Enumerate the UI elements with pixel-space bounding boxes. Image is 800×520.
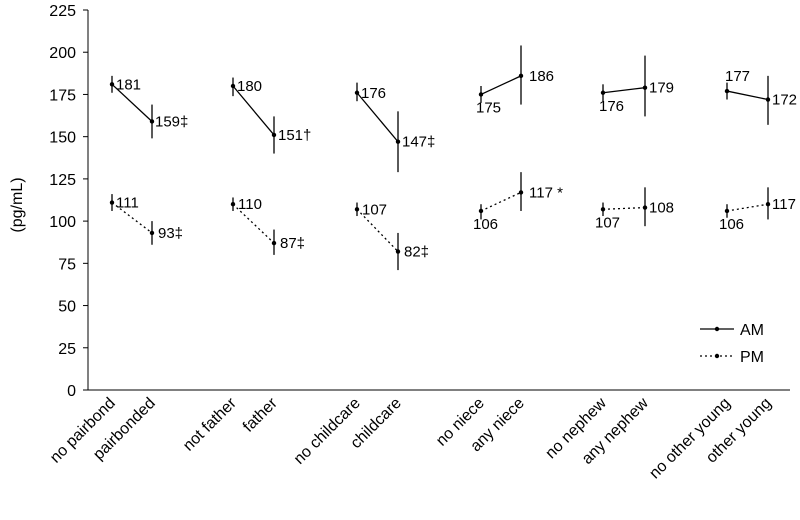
data-point xyxy=(642,205,648,210)
data-point xyxy=(149,119,155,124)
data-label: 159‡ xyxy=(155,113,188,130)
data-label: 82‡ xyxy=(404,244,429,261)
legend-entry: PM xyxy=(740,349,764,366)
series-line-segment xyxy=(480,75,522,96)
legend-marker xyxy=(714,326,720,332)
data-point xyxy=(765,97,771,102)
y-tick-label: 225 xyxy=(49,3,76,20)
series-line-segment xyxy=(111,83,153,122)
series-line-segment xyxy=(726,203,769,212)
data-label: 176 xyxy=(599,98,624,115)
series-line-segment xyxy=(111,202,153,234)
data-point xyxy=(478,92,484,97)
data-label: 180 xyxy=(237,78,262,95)
data-label: 106 xyxy=(719,216,744,233)
data-point xyxy=(230,83,236,89)
data-point xyxy=(518,73,524,79)
series-line-segment xyxy=(480,191,522,212)
y-tick-label: 150 xyxy=(49,130,76,147)
data-label: 147‡ xyxy=(402,134,435,151)
data-label: 179 xyxy=(649,80,674,97)
data-label: 181 xyxy=(116,76,141,93)
data-label: 107 xyxy=(595,214,620,231)
legend: AM PM xyxy=(700,322,764,366)
series-am: 181 159‡ 180 151† 176 147‡ 175 186 176 179 177 172 xyxy=(109,45,797,173)
data-point xyxy=(109,82,115,87)
data-label: 87‡ xyxy=(280,235,305,252)
data-label: 108 xyxy=(649,200,674,217)
data-label: 107 xyxy=(362,201,387,218)
data-label: 186 xyxy=(529,68,554,85)
series-line-segment xyxy=(356,92,399,143)
data-point xyxy=(271,240,277,246)
plot-area: 181159‡180151†176147‡1751861761791771721… xyxy=(109,45,797,271)
y-tick-label: 200 xyxy=(49,45,76,62)
data-point xyxy=(600,90,606,95)
data-point xyxy=(395,139,401,144)
y-tick-label: 25 xyxy=(58,341,76,358)
data-label: 172 xyxy=(772,92,797,109)
x-category-label: no childcare xyxy=(291,395,364,468)
data-point xyxy=(724,208,730,214)
data-point xyxy=(518,190,524,195)
data-label: 117 xyxy=(772,196,796,213)
legend-marker xyxy=(714,353,720,359)
data-label: 111 xyxy=(116,195,139,212)
legend-entry: AM xyxy=(740,322,764,339)
data-point xyxy=(642,85,648,90)
data-label: 106 xyxy=(473,216,498,233)
data-label: 93‡ xyxy=(158,225,183,242)
data-point xyxy=(230,202,236,207)
data-point xyxy=(109,200,115,205)
y-tick-label: 100 xyxy=(49,214,76,231)
data-point xyxy=(354,207,360,212)
series-line-segment xyxy=(726,90,769,101)
y-tick-label: 0 xyxy=(67,383,76,400)
data-label: 110 xyxy=(238,196,262,213)
data-point xyxy=(765,202,771,207)
data-point xyxy=(271,132,277,138)
data-label: 117 * xyxy=(529,184,563,201)
series-line-segment xyxy=(602,87,646,94)
y-tick-label: 125 xyxy=(49,172,76,189)
data-point xyxy=(724,88,730,94)
data-label: 177 xyxy=(725,68,750,85)
y-tick-label: 50 xyxy=(58,299,76,316)
series-line-segment xyxy=(602,206,646,210)
data-point xyxy=(600,207,606,212)
series-pm: 111 93‡ 110 87‡ 107 82‡ 106 117 * 107 108 106 117 xyxy=(109,172,796,271)
x-category-label: father xyxy=(240,394,281,435)
data-point xyxy=(354,90,360,95)
y-tick-label: 75 xyxy=(58,256,76,273)
data-point xyxy=(395,249,401,254)
data-label: 175 xyxy=(476,99,501,116)
data-point xyxy=(478,208,484,214)
data-label: 151† xyxy=(278,127,311,144)
y-axis-title: (pg/mL) xyxy=(9,177,26,232)
y-axis: 0 25 50 75 100 125 150 175 200 225 xyxy=(49,3,89,400)
data-label: 176 xyxy=(361,85,386,102)
y-tick-label: 175 xyxy=(49,87,76,104)
series-line-segment xyxy=(232,85,275,136)
data-point xyxy=(149,230,155,236)
x-category-label: not father xyxy=(180,394,240,454)
